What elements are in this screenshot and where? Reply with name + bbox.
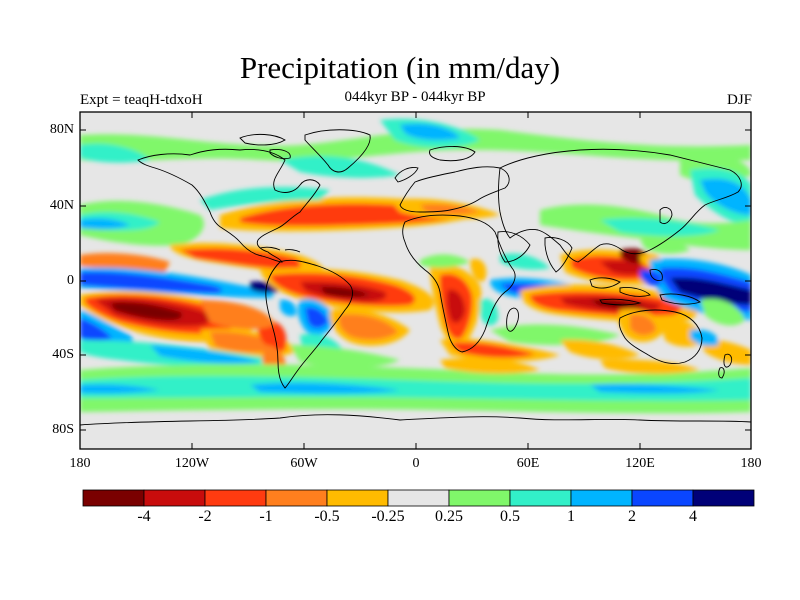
colorbar-label: -1 [259, 508, 273, 525]
colorbar-swatch [387, 489, 450, 507]
colorbar-swatch [631, 489, 694, 507]
plot-title: Precipitation (in mm/day) [239, 50, 561, 85]
experiment-label: Expt = teaqH-tdxoH [80, 92, 203, 108]
season-label: DJF [726, 92, 752, 108]
lon-label-120w: 120W [174, 456, 210, 471]
lat-label-80s: 80S [52, 422, 74, 437]
colorbar-swatch [448, 489, 511, 507]
colorbar-label: 2 [628, 508, 636, 525]
lat-label-0: 0 [67, 273, 74, 288]
colorbar-label: 0.5 [500, 508, 520, 525]
colorbar-label: 4 [689, 508, 697, 525]
lon-label-60e: 60E [516, 456, 540, 471]
lat-label-40n: 40N [49, 198, 74, 213]
colorbar-label: 0.25 [435, 508, 463, 525]
tick-marks [80, 112, 751, 449]
lon-label-120e: 120E [625, 456, 655, 471]
coastlines [80, 129, 751, 426]
colorbar [82, 489, 755, 507]
colorbar-swatch [204, 489, 267, 507]
colorbar-swatch [570, 489, 633, 507]
colorbar-swatch [692, 489, 755, 507]
colorbar-swatch [82, 489, 145, 507]
colorbar-swatch [143, 489, 206, 507]
lon-label-180e: 180 [740, 456, 762, 471]
colorbar-label: 1 [567, 508, 575, 525]
colorbar-label: -0.5 [314, 508, 340, 525]
lat-label-80n: 80N [49, 122, 74, 137]
lon-label-60w: 60W [290, 456, 318, 471]
precipitation-field [80, 112, 751, 449]
colorbar-label: -0.25 [371, 508, 405, 525]
colorbar-swatch [265, 489, 328, 507]
lat-label-40s: 40S [52, 347, 74, 362]
lon-label-180w: 180 [69, 456, 91, 471]
colorbar-label: -4 [137, 508, 151, 525]
lon-label-0: 0 [412, 456, 420, 471]
period-label: 044kyr BP - 044kyr BP [344, 89, 486, 105]
colorbar-label: -2 [198, 508, 212, 525]
colorbar-swatch [509, 489, 572, 507]
colorbar-swatch [326, 489, 389, 507]
